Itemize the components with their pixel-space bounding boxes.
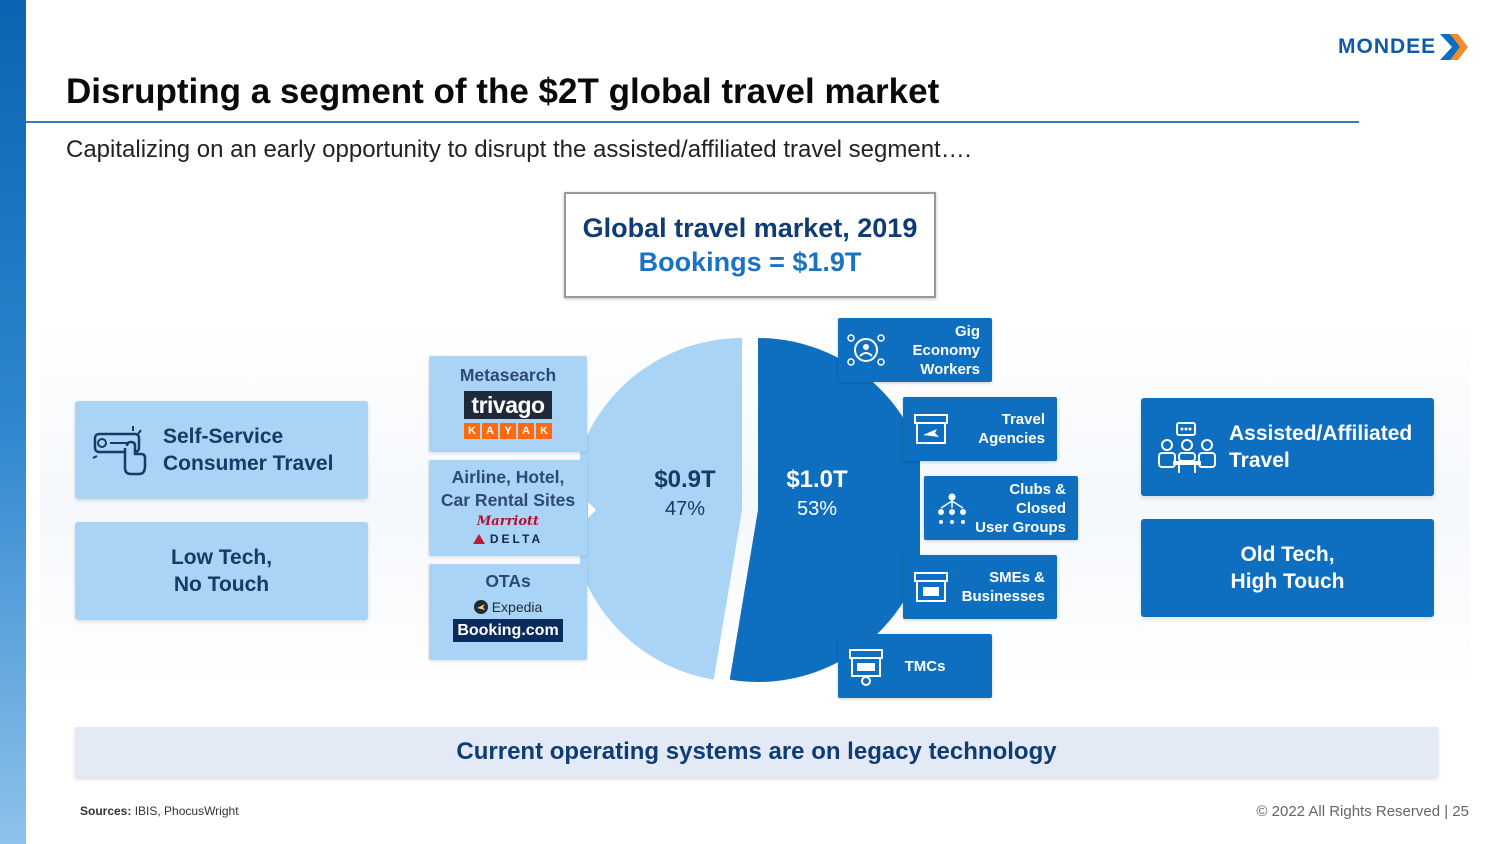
kayak-letter: Y <box>500 423 516 439</box>
self-service-line1: Self-Service <box>163 425 284 448</box>
agencies-line2: Agencies <box>978 430 1045 447</box>
assisted-line2: Travel <box>1229 449 1290 472</box>
left-accent-bar <box>0 0 26 844</box>
kayak-letter: K <box>536 423 552 439</box>
kayak-logo: K A Y A K <box>464 423 552 439</box>
slice-light-value: $0.9T <box>654 466 716 493</box>
gig-economy-chip: Gig Economy Workers <box>838 318 992 382</box>
storefront-sme-icon <box>914 572 948 602</box>
old-tech-card: Old Tech, High Touch <box>1141 519 1434 617</box>
metasearch-title: Metasearch <box>459 365 557 385</box>
smes-line2: Businesses <box>961 588 1045 605</box>
low-tech-line1: Low Tech, <box>170 546 273 569</box>
storefront-plane-icon <box>914 414 948 444</box>
low-tech-card: Low Tech, No Touch <box>75 522 368 620</box>
booking-logo-text: Booking.com <box>457 621 559 639</box>
page-title: Disrupting a segment of the $2T global t… <box>66 72 940 111</box>
marriott-logo: Marriott <box>476 514 540 529</box>
delta-logo: DELTA <box>429 532 587 546</box>
sources-text: IBIS, PhocusWright <box>134 804 239 818</box>
tmcs-chip: TMCs <box>838 634 992 698</box>
legacy-banner-text: Current operating systems are on legacy … <box>456 738 1057 765</box>
agencies-line1: Travel <box>1001 411 1045 428</box>
footer-copyright-page: © 2022 All Rights Reserved | 25 <box>1256 803 1469 820</box>
market-bookings: Bookings = $1.9T <box>638 247 862 277</box>
smes-businesses-chip: SMEs & Businesses <box>903 555 1057 619</box>
meeting-people-icon <box>1158 422 1216 473</box>
expedia-logo-text: Expedia <box>491 599 543 615</box>
old-tech-line1: Old Tech, <box>1240 543 1335 566</box>
otas-title: OTAs <box>485 571 531 591</box>
trivago-logo-text: trivago <box>471 391 545 418</box>
market-summary-box: Global travel market, 2019 Bookings = $1… <box>564 192 936 298</box>
airline-hotel-title-line2: Car Rental Sites <box>440 490 576 510</box>
slice-dark-label: $1.0T 53% <box>772 466 862 521</box>
slice-light-label: $0.9T 47% <box>640 466 730 521</box>
logo-arrow-icon <box>1440 34 1469 60</box>
airline-hotel-car-card: Airline, Hotel, Car Rental Sites Marriot… <box>429 460 587 556</box>
gig-line1: Gig Economy <box>912 322 980 359</box>
arrow-pointer-icon <box>588 502 596 518</box>
slice-dark-percent: 53% <box>796 498 838 520</box>
storefront-247-icon <box>849 649 883 686</box>
kayak-letter: A <box>482 423 498 439</box>
sources-note: Sources: IBIS, PhocusWright <box>80 804 239 818</box>
clubs-line2: User Groups <box>975 518 1066 536</box>
click-hand-icon <box>92 426 147 476</box>
expedia-logo: Expedia <box>429 599 587 615</box>
group-network-icon <box>938 493 966 524</box>
trivago-logo: trivago <box>464 391 552 419</box>
market-heading: Global travel market, 2019 <box>582 213 918 243</box>
metasearch-card: Metasearch trivago K A Y A K <box>429 356 587 452</box>
page-subtitle: Capitalizing on an early opportunity to … <box>66 136 972 163</box>
travel-agencies-chip: Travel Agencies <box>903 397 1057 461</box>
kayak-letter: A <box>518 423 534 439</box>
old-tech-line2: High Touch <box>1230 570 1345 593</box>
pie-slice-0.9t <box>580 338 742 680</box>
expedia-plane-icon <box>473 600 488 614</box>
title-divider <box>26 121 1359 123</box>
gig-line2: Workers <box>920 360 980 378</box>
assisted-line1: Assisted/Affiliated <box>1229 422 1413 445</box>
logo-text: MONDEE <box>1338 35 1437 58</box>
clubs-groups-chip: Clubs & Closed User Groups <box>924 476 1078 540</box>
otas-card: OTAs Expedia Booking.com <box>429 564 587 660</box>
self-service-line2: Consumer Travel <box>163 452 334 475</box>
sources-label: Sources: <box>80 804 132 818</box>
delta-triangle-icon <box>472 534 485 544</box>
market-split-pie-chart <box>580 338 920 682</box>
pie-slice-1.0t <box>729 338 920 682</box>
assisted-travel-card: Assisted/Affiliated Travel <box>1141 398 1434 496</box>
kayak-letter: K <box>464 423 480 439</box>
legacy-technology-banner: Current operating systems are on legacy … <box>75 727 1438 777</box>
tmcs-label: TMCs <box>904 657 946 675</box>
smes-line1: SMEs & <box>989 569 1045 586</box>
slice-dark-value: $1.0T <box>786 466 848 493</box>
mondee-logo: MONDEE <box>1338 30 1469 64</box>
gig-workers-icon <box>847 334 885 366</box>
delta-logo-text: DELTA <box>489 532 544 546</box>
low-tech-line2: No Touch <box>173 573 270 596</box>
clubs-line1: Clubs & Closed <box>1009 480 1066 517</box>
slice-light-percent: 47% <box>664 498 706 520</box>
self-service-card: Self-Service Consumer Travel <box>75 401 368 499</box>
airline-hotel-title-line1: Airline, Hotel, <box>451 467 565 487</box>
booking-logo: Booking.com <box>453 619 563 642</box>
